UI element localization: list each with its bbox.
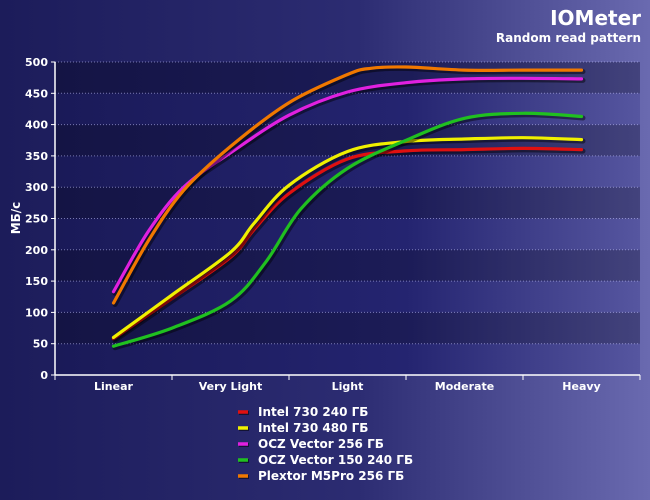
y-tick-label: 50 [33,338,49,351]
series-line-2 [111,136,584,339]
series-lines [111,65,586,351]
chart-title: IOMeter [550,6,641,30]
y-axis-title: МБ/с [9,202,23,235]
y-tick-label: 350 [25,150,48,163]
plot-band [55,187,640,219]
plot-band [55,312,640,344]
series-line-3 [111,76,584,294]
x-tick-label: Linear [94,380,133,393]
y-tick-label: 300 [25,181,48,194]
series-line-5 [111,65,584,305]
series-line-1 [111,146,584,341]
legend: Intel 730 240 ГБ Intel 730 480 ГБ OCZ Vect… [238,405,413,483]
plot-band [55,249,640,282]
series-line-4 [111,111,584,348]
legend-label: Plextor M5Pro 256 ГБ [258,469,404,483]
y-axis-ticks: 0 50 100 150 200 250 300 350 400 450 500 [25,56,48,382]
y-tick-label: 150 [25,275,48,288]
y-tick-label: 200 [25,244,48,257]
x-tick-label: Light [332,380,364,393]
legend-label: Intel 730 480 ГБ [258,421,368,435]
x-tick-label: Very Light [199,380,263,393]
x-axis-ticks: Linear Very Light Light Moderate Heavy [94,380,601,393]
y-tick-label: 0 [40,369,48,382]
legend-label: OCZ Vector 256 ГБ [258,437,384,451]
chart-subtitle: Random read pattern [496,31,641,45]
x-tick-label: Moderate [435,380,494,393]
y-tick-label: 450 [25,87,48,100]
x-tick-label: Heavy [562,380,600,393]
y-tick-label: 250 [25,213,48,226]
legend-label: Intel 730 240 ГБ [258,405,368,419]
axes [51,61,641,380]
y-tick-label: 100 [25,306,48,319]
y-tick-label: 500 [25,56,48,69]
legend-label: OCZ Vector 150 240 ГБ [258,453,413,467]
y-tick-label: 400 [25,119,48,132]
